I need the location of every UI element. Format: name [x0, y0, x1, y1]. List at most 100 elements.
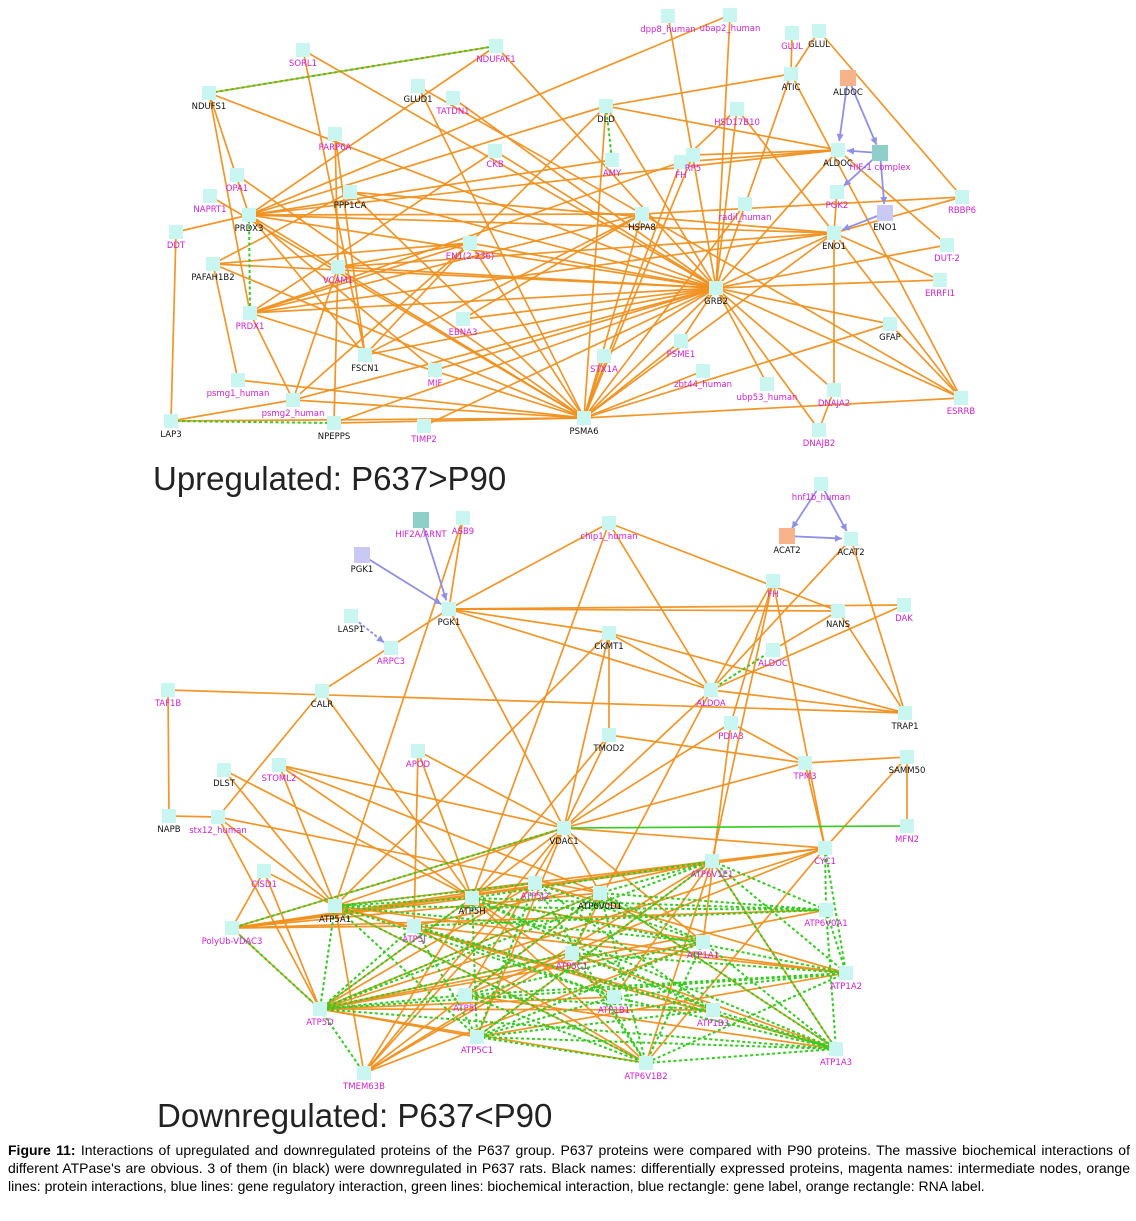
node-label: NAPRT1	[193, 205, 226, 215]
protein-interaction-edge	[608, 632, 906, 714]
protein-interaction-edge	[212, 263, 585, 419]
node-label: SAMM50	[889, 766, 926, 776]
protein-interaction-edge	[476, 972, 847, 1038]
node-marker	[696, 364, 710, 378]
protein-interaction-edge	[337, 266, 717, 289]
node-marker	[696, 935, 710, 949]
biochemical-interaction-edge	[711, 860, 827, 911]
biochemical-interaction-edge	[571, 892, 601, 954]
biochemical-interaction-edge	[334, 905, 615, 998]
node-label: ATP5J	[402, 935, 425, 945]
protein-interaction-edge	[710, 689, 906, 714]
gene-regulatory-edge	[838, 77, 849, 142]
protein-interaction-edge	[692, 149, 839, 156]
node-label: ALDOA	[696, 699, 726, 709]
node-marker	[599, 99, 613, 113]
upregulated-title: Upregulated: P637>P90	[153, 460, 507, 497]
protein-interaction-edge	[212, 242, 471, 265]
node-marker	[954, 391, 968, 405]
node-label: ASB9	[452, 527, 474, 537]
protein-interaction-edge	[715, 287, 820, 431]
protein-interaction-edge	[772, 580, 826, 849]
node-marker	[313, 1002, 327, 1016]
biochemical-interaction-edge	[334, 882, 536, 907]
biochemical-interaction-edge	[563, 825, 908, 829]
node-marker	[839, 966, 853, 980]
protein-interaction-edge	[319, 941, 704, 1010]
node-marker	[344, 609, 358, 623]
protein-interaction-edge	[363, 952, 573, 1074]
protein-interaction-edge	[413, 925, 647, 1064]
biochemical-interaction-edge	[471, 897, 478, 1038]
biochemical-interaction-edge	[476, 1036, 837, 1050]
biochemical-interaction-edge	[711, 860, 847, 974]
protein-interaction-edge	[715, 279, 941, 289]
protein-interaction-edge	[715, 287, 962, 399]
protein-interaction-edge	[583, 105, 607, 419]
caption-text: Interactions of upregulated and downregu…	[8, 1142, 1130, 1194]
node-marker	[489, 39, 503, 53]
node-marker	[164, 414, 178, 428]
biochemical-interaction-edge	[334, 905, 478, 1038]
biochemical-interaction-edge	[231, 827, 565, 929]
protein-interaction-edge	[263, 870, 336, 907]
node-label: ATP5D	[306, 1018, 334, 1028]
protein-interaction-edge	[583, 323, 891, 419]
node-marker	[831, 604, 845, 618]
regulatory-arrowhead	[433, 597, 442, 605]
node-label: CKMT1	[594, 642, 623, 652]
node-label: GLUL	[808, 40, 830, 50]
node-label: PAFAH1B2	[191, 273, 234, 283]
protein-interaction-edge	[730, 580, 774, 724]
protein-interaction-edge	[248, 14, 731, 216]
protein-interaction-edge	[363, 860, 713, 1074]
protein-interaction-edge	[818, 30, 963, 198]
protein-interaction-edge	[790, 30, 820, 75]
protein-interaction-edge	[363, 892, 601, 1074]
node-marker	[413, 512, 429, 528]
node-label: DNAJB2	[803, 439, 835, 449]
protein-interaction-edge	[334, 517, 464, 907]
node-marker	[940, 238, 954, 252]
node-label: LASP1	[338, 625, 365, 635]
biochemical-interaction-edge	[605, 105, 613, 161]
node-marker	[877, 205, 893, 221]
node-label: ALDOC	[823, 159, 853, 169]
node-marker	[812, 423, 826, 437]
protein-interaction-edge	[448, 522, 610, 610]
node-label: PSMA6	[569, 427, 598, 437]
biochemical-interaction-edge	[534, 882, 704, 943]
protein-interaction-edge	[608, 632, 712, 691]
node-label: PDIA3	[718, 732, 743, 742]
node-marker	[470, 1030, 484, 1044]
protein-interaction-edge	[333, 287, 717, 424]
node-label: GRB2	[704, 297, 728, 307]
biochemical-interaction-edge	[413, 925, 478, 1038]
biochemical-interaction-edge	[534, 882, 714, 1011]
gene-regulatory-edge	[420, 519, 448, 601]
figure-caption: Figure 11: Interactions of upregulated a…	[8, 1141, 1130, 1195]
protein-interaction-edge	[452, 97, 717, 289]
node-label: ATP6V0D1	[578, 902, 622, 912]
protein-interaction-edge	[319, 1008, 478, 1038]
biochemical-interaction-edge	[711, 860, 837, 1050]
gene-regulatory-edge	[879, 152, 886, 205]
node-marker	[840, 70, 856, 86]
node-label: zbt44_human	[674, 380, 732, 390]
protein-interaction-edge	[710, 604, 905, 691]
node-label: TRAP1	[890, 722, 918, 732]
node-label: FSCN1	[351, 364, 379, 374]
protein-interaction-edge	[248, 105, 607, 216]
down-network-edges	[167, 483, 908, 1074]
protein-interaction-edge	[889, 323, 962, 399]
protein-interaction-edge	[363, 897, 473, 1074]
node-label: TAF1B	[154, 699, 182, 709]
protein-interaction-edge	[417, 85, 643, 215]
protein-interaction-edge	[231, 909, 827, 929]
protein-interaction-edge	[434, 287, 717, 371]
node-marker	[785, 26, 799, 40]
node-label: ESRRB	[947, 407, 976, 417]
node-label: CISD1	[251, 880, 277, 890]
protein-interaction-edge	[334, 847, 826, 907]
caption-label: Figure 11:	[8, 1142, 76, 1158]
